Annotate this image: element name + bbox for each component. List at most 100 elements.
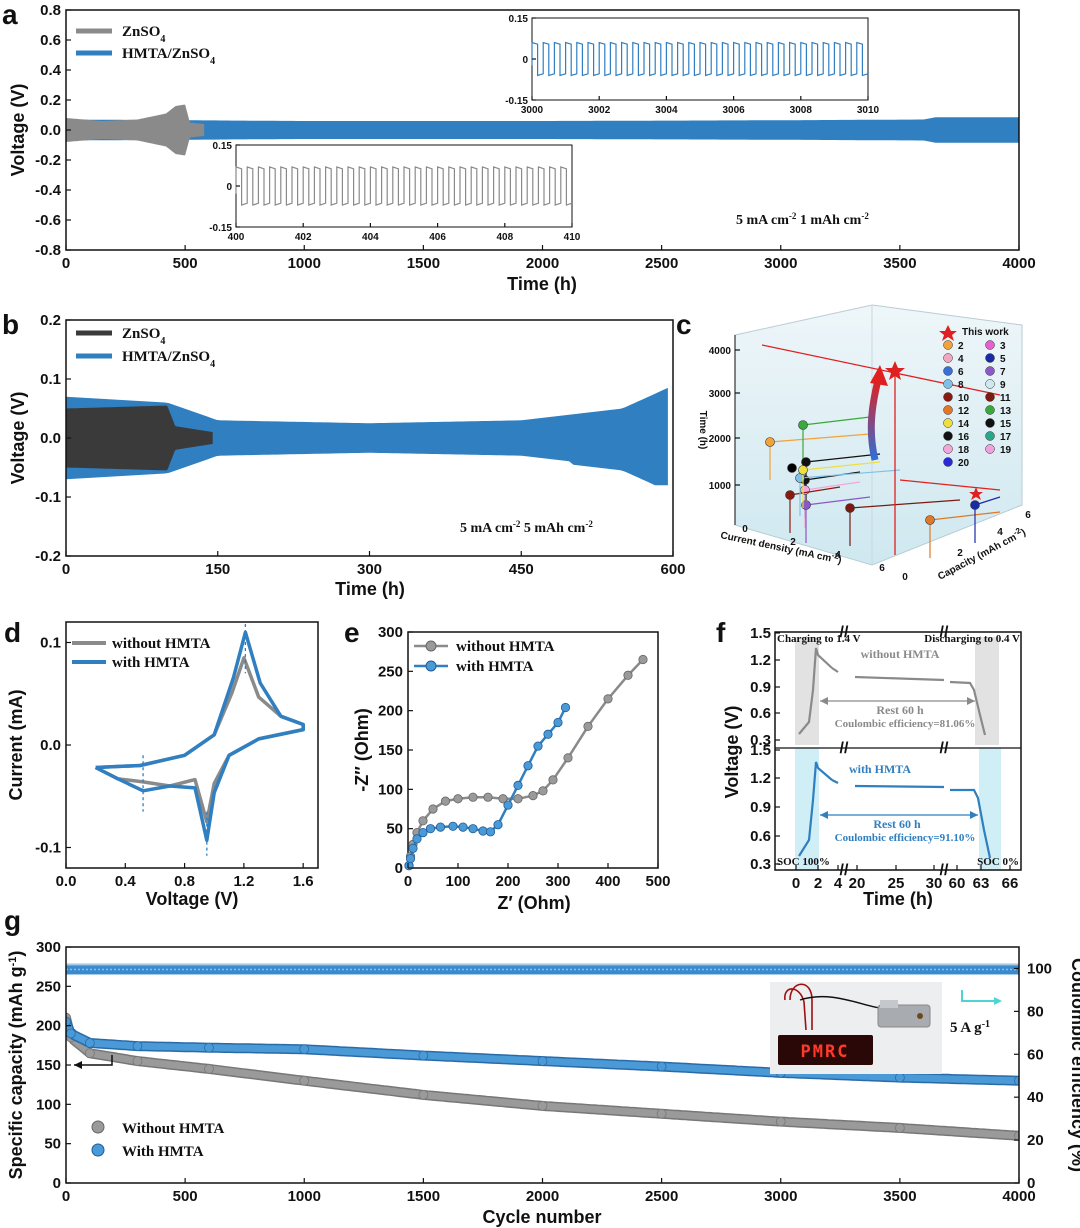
c-legend-marker-11 <box>943 405 953 415</box>
a-x-label-4: 2000 <box>526 255 559 272</box>
g-y2-label-0: 0 <box>1027 1175 1035 1192</box>
e-x-ticks: 0 100 200 300 400 500 <box>404 863 671 890</box>
e-point-1-15 <box>523 761 533 771</box>
b-x-ticks: 0 150 300 450 600 <box>62 551 686 578</box>
g-rate-label: 5 A g-1 <box>950 1019 990 1037</box>
f-y-ticks: 1.5 1.5 1.2 1.2 0.9 0.9 0.6 0.6 0.3 0.3 <box>750 625 780 873</box>
d-x-label-0: 0.0 <box>56 873 77 890</box>
c-point-12 <box>798 465 808 475</box>
f-soc-100: SOC 100% <box>777 856 830 868</box>
g-capacity-point-1-7 <box>537 1056 548 1066</box>
e-x-axis-label: Z′ (Ohm) <box>497 893 570 913</box>
c-thiswork-star-projection <box>969 487 983 500</box>
c-legend-marker-9 <box>943 392 953 402</box>
c-legend-marker-1 <box>943 340 953 350</box>
e-legend-with: with HMTA <box>456 659 534 675</box>
a-inset2-y-label-1: 0 <box>226 182 232 193</box>
c-guide-h-11 <box>799 469 901 479</box>
c-legend-marker-14 <box>985 418 995 428</box>
c-point-8 <box>925 515 935 525</box>
a-x-label-2: 1000 <box>288 255 321 272</box>
f-y-top-label-4: 0.3 <box>750 732 771 749</box>
g-capacity-point-0-6 <box>418 1089 429 1100</box>
c-guide-h-5 <box>804 481 861 491</box>
c-legend-label-4: 5 <box>1000 354 1006 365</box>
g-capacity-point-1-5 <box>299 1044 310 1055</box>
a-x-label-6: 3000 <box>764 255 797 272</box>
c-legend-marker-13 <box>943 418 953 428</box>
g-capacity-point-0-4 <box>204 1064 214 1074</box>
e-x-label-0: 0 <box>404 873 412 890</box>
c-legend-label-1: 2 <box>958 341 964 352</box>
c-legend-label-0: This work <box>962 327 1009 338</box>
c-y-label-0: 0 <box>902 572 908 583</box>
c-x-label-2: 4 <box>835 550 841 561</box>
c-x-ticks: 0 2 4 6 <box>742 524 885 574</box>
g-battery-screw <box>917 1013 923 1019</box>
g-capacity-point-0-2 <box>84 1048 95 1059</box>
e-point-1-4 <box>418 827 428 838</box>
a-y-ticks: -0.8 -0.6 -0.4 -0.2 0.0 0.2 0.4 0.6 0.8 <box>35 2 71 259</box>
e-point-1-7 <box>448 821 458 831</box>
b-y-ticks: -0.2 -0.1 0.0 0.1 0.2 <box>35 312 71 565</box>
a-inset2-trace <box>235 166 573 206</box>
e-x-label-5: 500 <box>645 873 670 890</box>
g-led-panel <box>778 1035 873 1065</box>
e-point-1-6 <box>435 822 446 832</box>
a-x-axis-label: Time (h) <box>507 274 577 294</box>
e-point-1-3 <box>412 834 422 844</box>
e-point-0-15 <box>563 753 573 763</box>
f-rest-label-top: Rest 60 h <box>876 703 924 717</box>
e-y-label-1: 50 <box>386 821 403 838</box>
f-ce-label-bottom: Coulombic efficiency=91.10% <box>835 832 976 844</box>
f-y-top-label-2: 0.9 <box>750 679 771 696</box>
f-x-label-5: 30 <box>926 875 943 892</box>
d-x-label-4: 1.6 <box>293 873 314 890</box>
e-point-0-18 <box>623 670 633 680</box>
g-y-ticks: 0 50 100 150 200 250 300 <box>36 939 71 1192</box>
f-y-top-label-3: 0.6 <box>750 705 771 722</box>
c-y-ticks: 0 2 4 6 <box>902 510 1031 583</box>
e-y-label-2: 100 <box>378 781 403 798</box>
c-legend-label-13: 14 <box>958 419 970 430</box>
f-x-label-0: 0 <box>792 875 800 892</box>
g-battery-body <box>877 1004 931 1028</box>
f-rest-arrowhead-top-left <box>820 697 828 705</box>
c-z-label-2: 3000 <box>709 389 732 400</box>
c-legend-marker-12 <box>985 405 995 415</box>
c-x-label-1: 2 <box>790 537 796 548</box>
a-y-label-7: 0.6 <box>40 32 61 49</box>
f-discharge-band-top <box>975 637 999 745</box>
a-inset2-x-label-2: 404 <box>362 232 379 243</box>
g-y2-label-1: 20 <box>1027 1132 1044 1149</box>
c-legend-marker-16 <box>985 431 995 441</box>
g-x-label-3: 1500 <box>407 1188 440 1205</box>
f-y-top-label-1: 1.2 <box>750 652 771 669</box>
c-guide-h-6 <box>805 496 871 506</box>
c-legend: This work 2 3 4 5 6 7 8 9 10 11 12 13 14 15 16 17 18 19 20 <box>939 325 1012 469</box>
c-box <box>734 304 1023 566</box>
a-y-axis-label: Voltage (V) <box>8 84 28 177</box>
a-y-label-3: -0.2 <box>35 152 61 169</box>
f-x-label-8: 66 <box>1002 875 1019 892</box>
panel-d: d 0.0 0.4 0.8 1.2 1.6 0.1 0.0 -0.1 Voltage (V)… <box>4 617 319 909</box>
g-x-label-2: 1000 <box>288 1188 321 1205</box>
e-point-0-4 <box>418 816 428 826</box>
f-trace-with-charge <box>798 761 833 857</box>
f-soc-0: SOC 0% <box>977 856 1019 868</box>
f-x-label-4: 25 <box>888 875 905 892</box>
g-capacity-point-1-4 <box>204 1042 214 1053</box>
g-legend-with: With HMTA <box>122 1144 204 1160</box>
a-inset1-ticks: 3000 3002 3004 3006 3008 3010 0.15 0 -0.15 <box>505 14 879 116</box>
b-legend-hmta: HMTA/ZnSO4 <box>122 349 215 370</box>
g-capacity-point-1-3 <box>132 1041 143 1052</box>
f-trace-with-discharge <box>950 788 992 859</box>
c-legend-marker-17 <box>943 444 953 454</box>
a-inset1-x-label-3: 3006 <box>722 105 745 116</box>
c-y-label-3: 6 <box>1025 510 1031 521</box>
f-discharging-label: Discharging to 0.4 V <box>924 633 1020 645</box>
f-x-label-2: 4 <box>834 875 843 892</box>
e-point-0-13 <box>538 786 548 796</box>
b-legend: ZnSO4 HMTA/ZnSO4 <box>76 326 215 370</box>
g-right-axis-arrowhead <box>994 997 1002 1005</box>
